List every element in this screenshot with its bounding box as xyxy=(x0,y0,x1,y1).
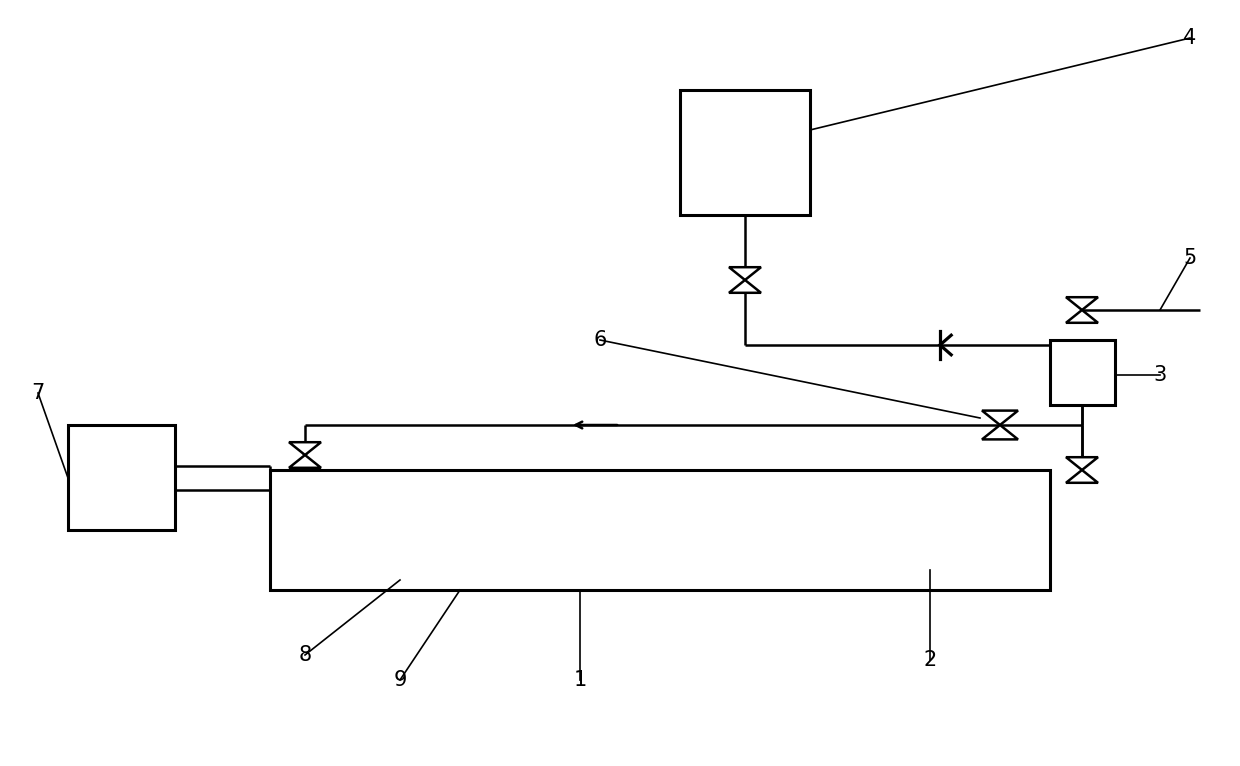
Polygon shape xyxy=(729,280,761,293)
Text: 7: 7 xyxy=(31,383,45,403)
Polygon shape xyxy=(982,425,1018,440)
Polygon shape xyxy=(289,442,321,455)
Polygon shape xyxy=(1066,310,1097,322)
Polygon shape xyxy=(1066,457,1097,470)
Bar xyxy=(68,425,175,530)
Polygon shape xyxy=(1066,470,1097,483)
Polygon shape xyxy=(982,411,1018,425)
Polygon shape xyxy=(289,455,321,468)
Bar xyxy=(270,470,1050,590)
Polygon shape xyxy=(1066,297,1097,310)
Text: 9: 9 xyxy=(393,670,407,690)
Text: 4: 4 xyxy=(1183,28,1197,48)
Text: 8: 8 xyxy=(299,645,311,665)
Text: 3: 3 xyxy=(1153,365,1167,385)
Bar xyxy=(1050,340,1115,405)
Polygon shape xyxy=(729,267,761,280)
Text: 5: 5 xyxy=(1183,248,1197,268)
Text: 2: 2 xyxy=(924,650,936,670)
Bar xyxy=(680,90,810,215)
Text: 1: 1 xyxy=(573,670,587,690)
Text: 6: 6 xyxy=(593,330,606,350)
